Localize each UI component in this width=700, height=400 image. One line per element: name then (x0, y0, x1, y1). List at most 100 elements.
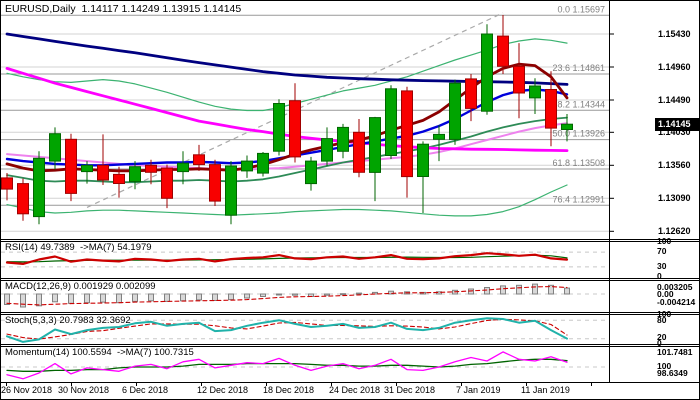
rsi-scale-label: 100 (657, 236, 672, 246)
macd-histogram-bar (356, 292, 362, 295)
macd-histogram-bar (292, 293, 298, 296)
macd-histogram-bar (68, 293, 74, 304)
momentum-line (6, 351, 568, 380)
date-label: 11 Jan 2019 (521, 385, 570, 395)
date-label: 31 Dec 2018 (384, 385, 436, 395)
candle-body (33, 157, 45, 218)
fib-level-label: 23.6 1.14861 (552, 63, 605, 73)
bollinger-lower-line (6, 184, 568, 217)
quote-values: 1.14117 1.14249 1.13915 1.14145 (81, 3, 242, 15)
current-price-box: 1.14145 (655, 118, 699, 131)
candle-body (49, 133, 61, 162)
fib-level-label: 0.0 1.15697 (557, 4, 605, 14)
candle-body (449, 82, 461, 140)
candle-body (369, 117, 381, 173)
stoch-panel-label: Stoch(5,3,3) 20.7983 32.3692 (5, 315, 131, 326)
momentum-scale-label: 98.6349 (657, 368, 688, 378)
current-price-value: 1.14145 (658, 119, 691, 129)
candle-body (257, 152, 269, 174)
date-label: 24 Dec 2018 (329, 385, 381, 395)
bollinger-upper-line (6, 38, 568, 112)
ma-green-line (6, 116, 568, 184)
candle-body (209, 164, 221, 202)
macd-histogram-bar (164, 293, 170, 302)
price-scale-label: 1.12620 (658, 226, 691, 236)
candle-body (241, 160, 253, 172)
date-label: 18 Dec 2018 (263, 385, 315, 395)
momentum-ma-line (6, 358, 568, 372)
candle-body (529, 85, 541, 99)
stoch-scale-label: 80 (657, 315, 667, 325)
candle-body (97, 164, 109, 181)
candle-body (177, 162, 189, 173)
macd-histogram-bar (516, 284, 522, 295)
macd-histogram-bar (532, 283, 538, 295)
candle-body (17, 183, 29, 215)
macd-histogram-bar (260, 293, 266, 297)
price-scale-label: 1.14490 (658, 95, 691, 105)
candle-body (145, 164, 157, 173)
fib-level-label: 38.2 1.14344 (552, 99, 605, 109)
macd-signal-line (6, 286, 568, 306)
macd-panel-label: MACD(12,26,9) 0.001929 0.002099 (5, 281, 156, 292)
stoch-scale-label: 20 (657, 332, 667, 342)
macd-histogram-bar (324, 293, 330, 296)
candle-body (161, 167, 173, 199)
macd-scale-label: -0.004214 (657, 297, 696, 307)
fib-level-label: 76.4 1.12991 (552, 194, 605, 204)
macd-histogram-bar (500, 285, 506, 295)
rsi-line (5, 252, 569, 265)
macd-histogram-bar (180, 293, 186, 302)
macd-histogram-bar (36, 293, 42, 307)
rsi-scale-label: 30 (657, 261, 667, 271)
candle-body (465, 78, 477, 109)
candle-body (225, 165, 237, 216)
macd-scale-label: 0.003205 (657, 282, 693, 292)
momentum-panel-label: Momentum(14) 100.5594 ->MA(7) 100.7315 (5, 347, 194, 358)
stoch-scale-label: 0 (657, 338, 662, 348)
candle-body (305, 160, 317, 185)
date-label: 26 Nov 2018 (1, 385, 53, 395)
price-scale-label: 1.15430 (658, 29, 691, 39)
date-label: 7 Jan 2019 (456, 385, 501, 395)
candle-body (289, 100, 301, 158)
macd-histogram-bar (484, 287, 490, 295)
chart-title: EURUSD,Daily 1.14117 1.14249 1.13915 1.1… (5, 3, 241, 15)
rsi-scale-label: 0 (657, 271, 662, 281)
candle-body (353, 131, 365, 173)
date-label: 12 Dec 2018 (197, 385, 249, 395)
fib-level-label: 50.0 1.13926 (552, 129, 605, 139)
macd-histogram-bar (196, 293, 202, 301)
price-scale-label: 1.13560 (658, 160, 691, 170)
candle-body (321, 138, 333, 162)
rsi-scale-label: 70 (657, 246, 667, 256)
fib-level-label: 61.8 1.13508 (552, 158, 605, 168)
macd-histogram-bar (388, 290, 394, 295)
candle-body (417, 143, 429, 177)
candle-body (113, 173, 125, 184)
ma-magenta-line (5, 67, 569, 153)
macd-histogram-bar (4, 293, 10, 305)
candle-body (385, 88, 397, 156)
price-scale-label: 1.13090 (658, 193, 691, 203)
candle-body (545, 89, 557, 129)
candle-body (481, 33, 493, 112)
momentum-scale-label: 100 (657, 361, 672, 371)
candle-body (401, 90, 413, 178)
candle-body (129, 166, 141, 182)
price-scale-label: 1.14030 (658, 127, 691, 137)
macd-histogram-bar (564, 287, 570, 295)
candle-body (513, 65, 525, 94)
candle-body (1, 177, 13, 190)
candle-body (273, 103, 285, 152)
candle-body (193, 154, 205, 166)
candle-body (65, 138, 77, 194)
macd-histogram-bar (84, 293, 90, 304)
rsi-panel-label: RSI(14) 49.7389 ->MA(7) 54.1979 (5, 242, 152, 253)
macd-histogram-bar (52, 293, 58, 303)
macd-histogram-bar (20, 293, 26, 308)
candle-body (497, 35, 509, 67)
macd-histogram-bar (116, 293, 122, 304)
